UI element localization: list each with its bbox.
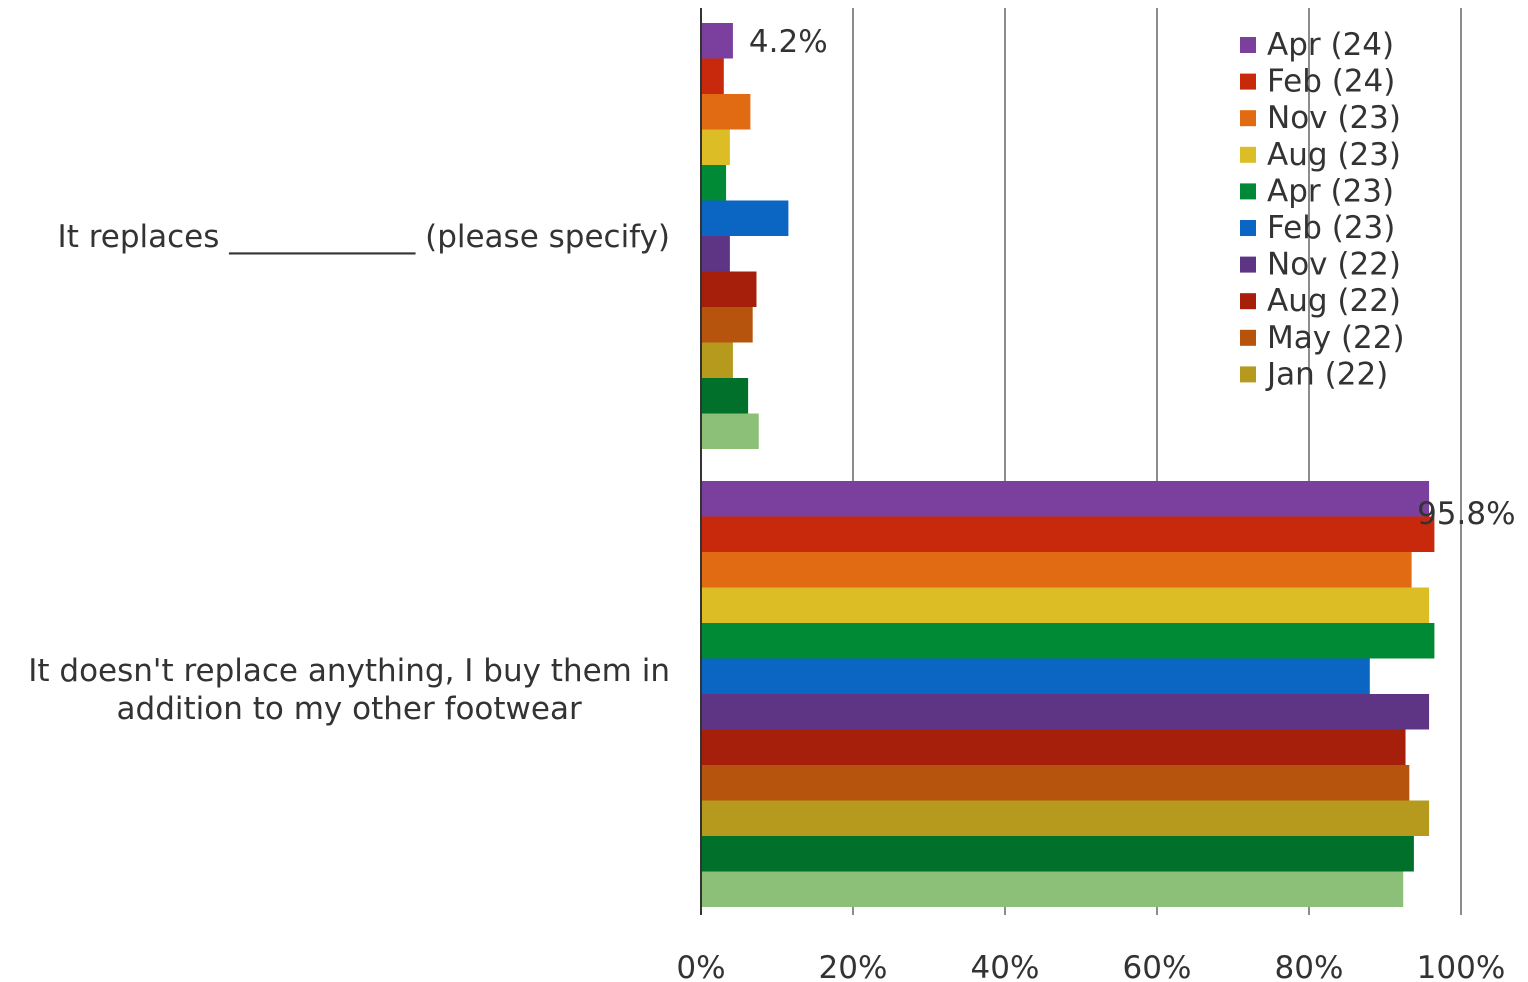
- bar: [701, 165, 727, 201]
- legend-swatch: [1240, 110, 1256, 127]
- x-tick-label: 0%: [676, 950, 725, 982]
- bar: [701, 587, 1430, 623]
- bar: [701, 871, 1404, 907]
- category-label: It replaces ____________ (please specify…: [58, 218, 670, 256]
- legend-label: Feb (24): [1267, 64, 1395, 100]
- bar: [701, 623, 1435, 659]
- category-label-line: It replaces ____________ (please specify…: [57, 219, 670, 255]
- bar: [701, 729, 1406, 765]
- legend-label: May (22): [1267, 320, 1405, 356]
- bar: [701, 836, 1414, 872]
- legend-label: Feb (23): [1267, 210, 1395, 246]
- x-tick-label: 80%: [1275, 950, 1344, 982]
- bar: [701, 23, 733, 59]
- bar: [701, 694, 1430, 730]
- legend-swatch: [1240, 293, 1256, 310]
- legend-label: Aug (23): [1267, 137, 1401, 173]
- legend-swatch: [1240, 37, 1256, 53]
- bar: [701, 94, 751, 130]
- bar: [701, 413, 759, 449]
- legend-label: Nov (23): [1267, 100, 1401, 136]
- bar: [701, 378, 749, 414]
- legend-label: Apr (24): [1267, 27, 1394, 63]
- bar: [701, 516, 1435, 552]
- legend-swatch: [1240, 73, 1256, 90]
- category-label: It doesn't replace anything, I buy them …: [28, 652, 670, 728]
- x-tick-label: 100%: [1417, 950, 1506, 982]
- bar: [701, 481, 1430, 517]
- category-label-line: addition to my other footwear: [116, 691, 582, 727]
- legend-label: Nov (22): [1267, 247, 1401, 283]
- legend-label: Apr (23): [1267, 173, 1394, 209]
- bar: [701, 307, 753, 343]
- bar: [701, 800, 1430, 836]
- bar: [701, 271, 757, 307]
- legend-swatch: [1240, 366, 1256, 383]
- bar: [701, 200, 789, 236]
- data-label: 95.8%: [1417, 496, 1515, 532]
- legend-label: Jan (22): [1265, 356, 1388, 392]
- legend-swatch: [1240, 146, 1256, 163]
- legend-swatch: [1240, 220, 1256, 236]
- x-tick-label: 20%: [819, 950, 888, 982]
- bar: [701, 658, 1370, 694]
- category-label-line: It doesn't replace anything, I buy them …: [28, 653, 670, 689]
- x-tick-label: 40%: [971, 950, 1040, 982]
- bar: [701, 552, 1412, 588]
- bar: [701, 58, 724, 94]
- legend-swatch: [1240, 183, 1256, 200]
- legend-label: Aug (22): [1267, 283, 1401, 319]
- data-label: 4.2%: [749, 24, 828, 60]
- bar: [701, 129, 730, 165]
- x-tick-label: 60%: [1123, 950, 1192, 982]
- bar: [701, 236, 730, 272]
- legend-swatch: [1240, 256, 1256, 273]
- bar: [701, 342, 733, 378]
- legend-swatch: [1240, 329, 1256, 346]
- bar: [701, 765, 1410, 801]
